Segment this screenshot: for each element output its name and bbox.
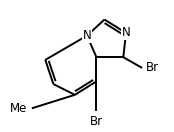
Text: Me: Me bbox=[10, 102, 28, 115]
Text: N: N bbox=[83, 29, 91, 42]
Text: Br: Br bbox=[90, 115, 103, 128]
Text: N: N bbox=[122, 27, 130, 39]
Text: Br: Br bbox=[146, 61, 159, 74]
